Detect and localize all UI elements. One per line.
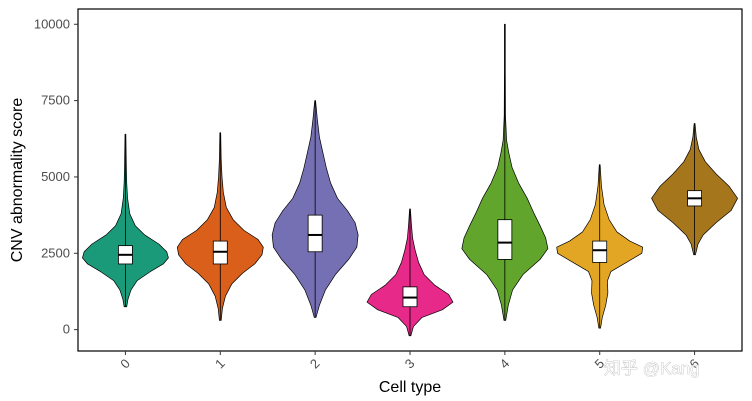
- box-4: [497, 219, 513, 260]
- x-tick-label: 4: [497, 356, 513, 372]
- x-tick-label: 1: [212, 356, 228, 372]
- plot-area: [82, 23, 738, 337]
- y-tick-label: 2500: [41, 245, 70, 260]
- y-axis: 0 2500 5000 7500 10000: [34, 16, 78, 337]
- y-tick-label: 7500: [41, 93, 70, 108]
- x-tick-label: 3: [402, 356, 418, 372]
- y-tick-label: 10000: [34, 16, 70, 31]
- x-tick-label: 2: [307, 356, 323, 372]
- box-2: [307, 214, 323, 253]
- watermark-text: 知乎 @Kang: [604, 359, 700, 378]
- y-tick-label: 0: [63, 322, 70, 337]
- x-tick-label: 0: [117, 356, 133, 372]
- x-axis-title: Cell type: [379, 379, 441, 396]
- box-5: [592, 240, 608, 263]
- y-tick-label: 5000: [41, 169, 70, 184]
- y-axis-title: CNV abnormality score: [9, 98, 26, 263]
